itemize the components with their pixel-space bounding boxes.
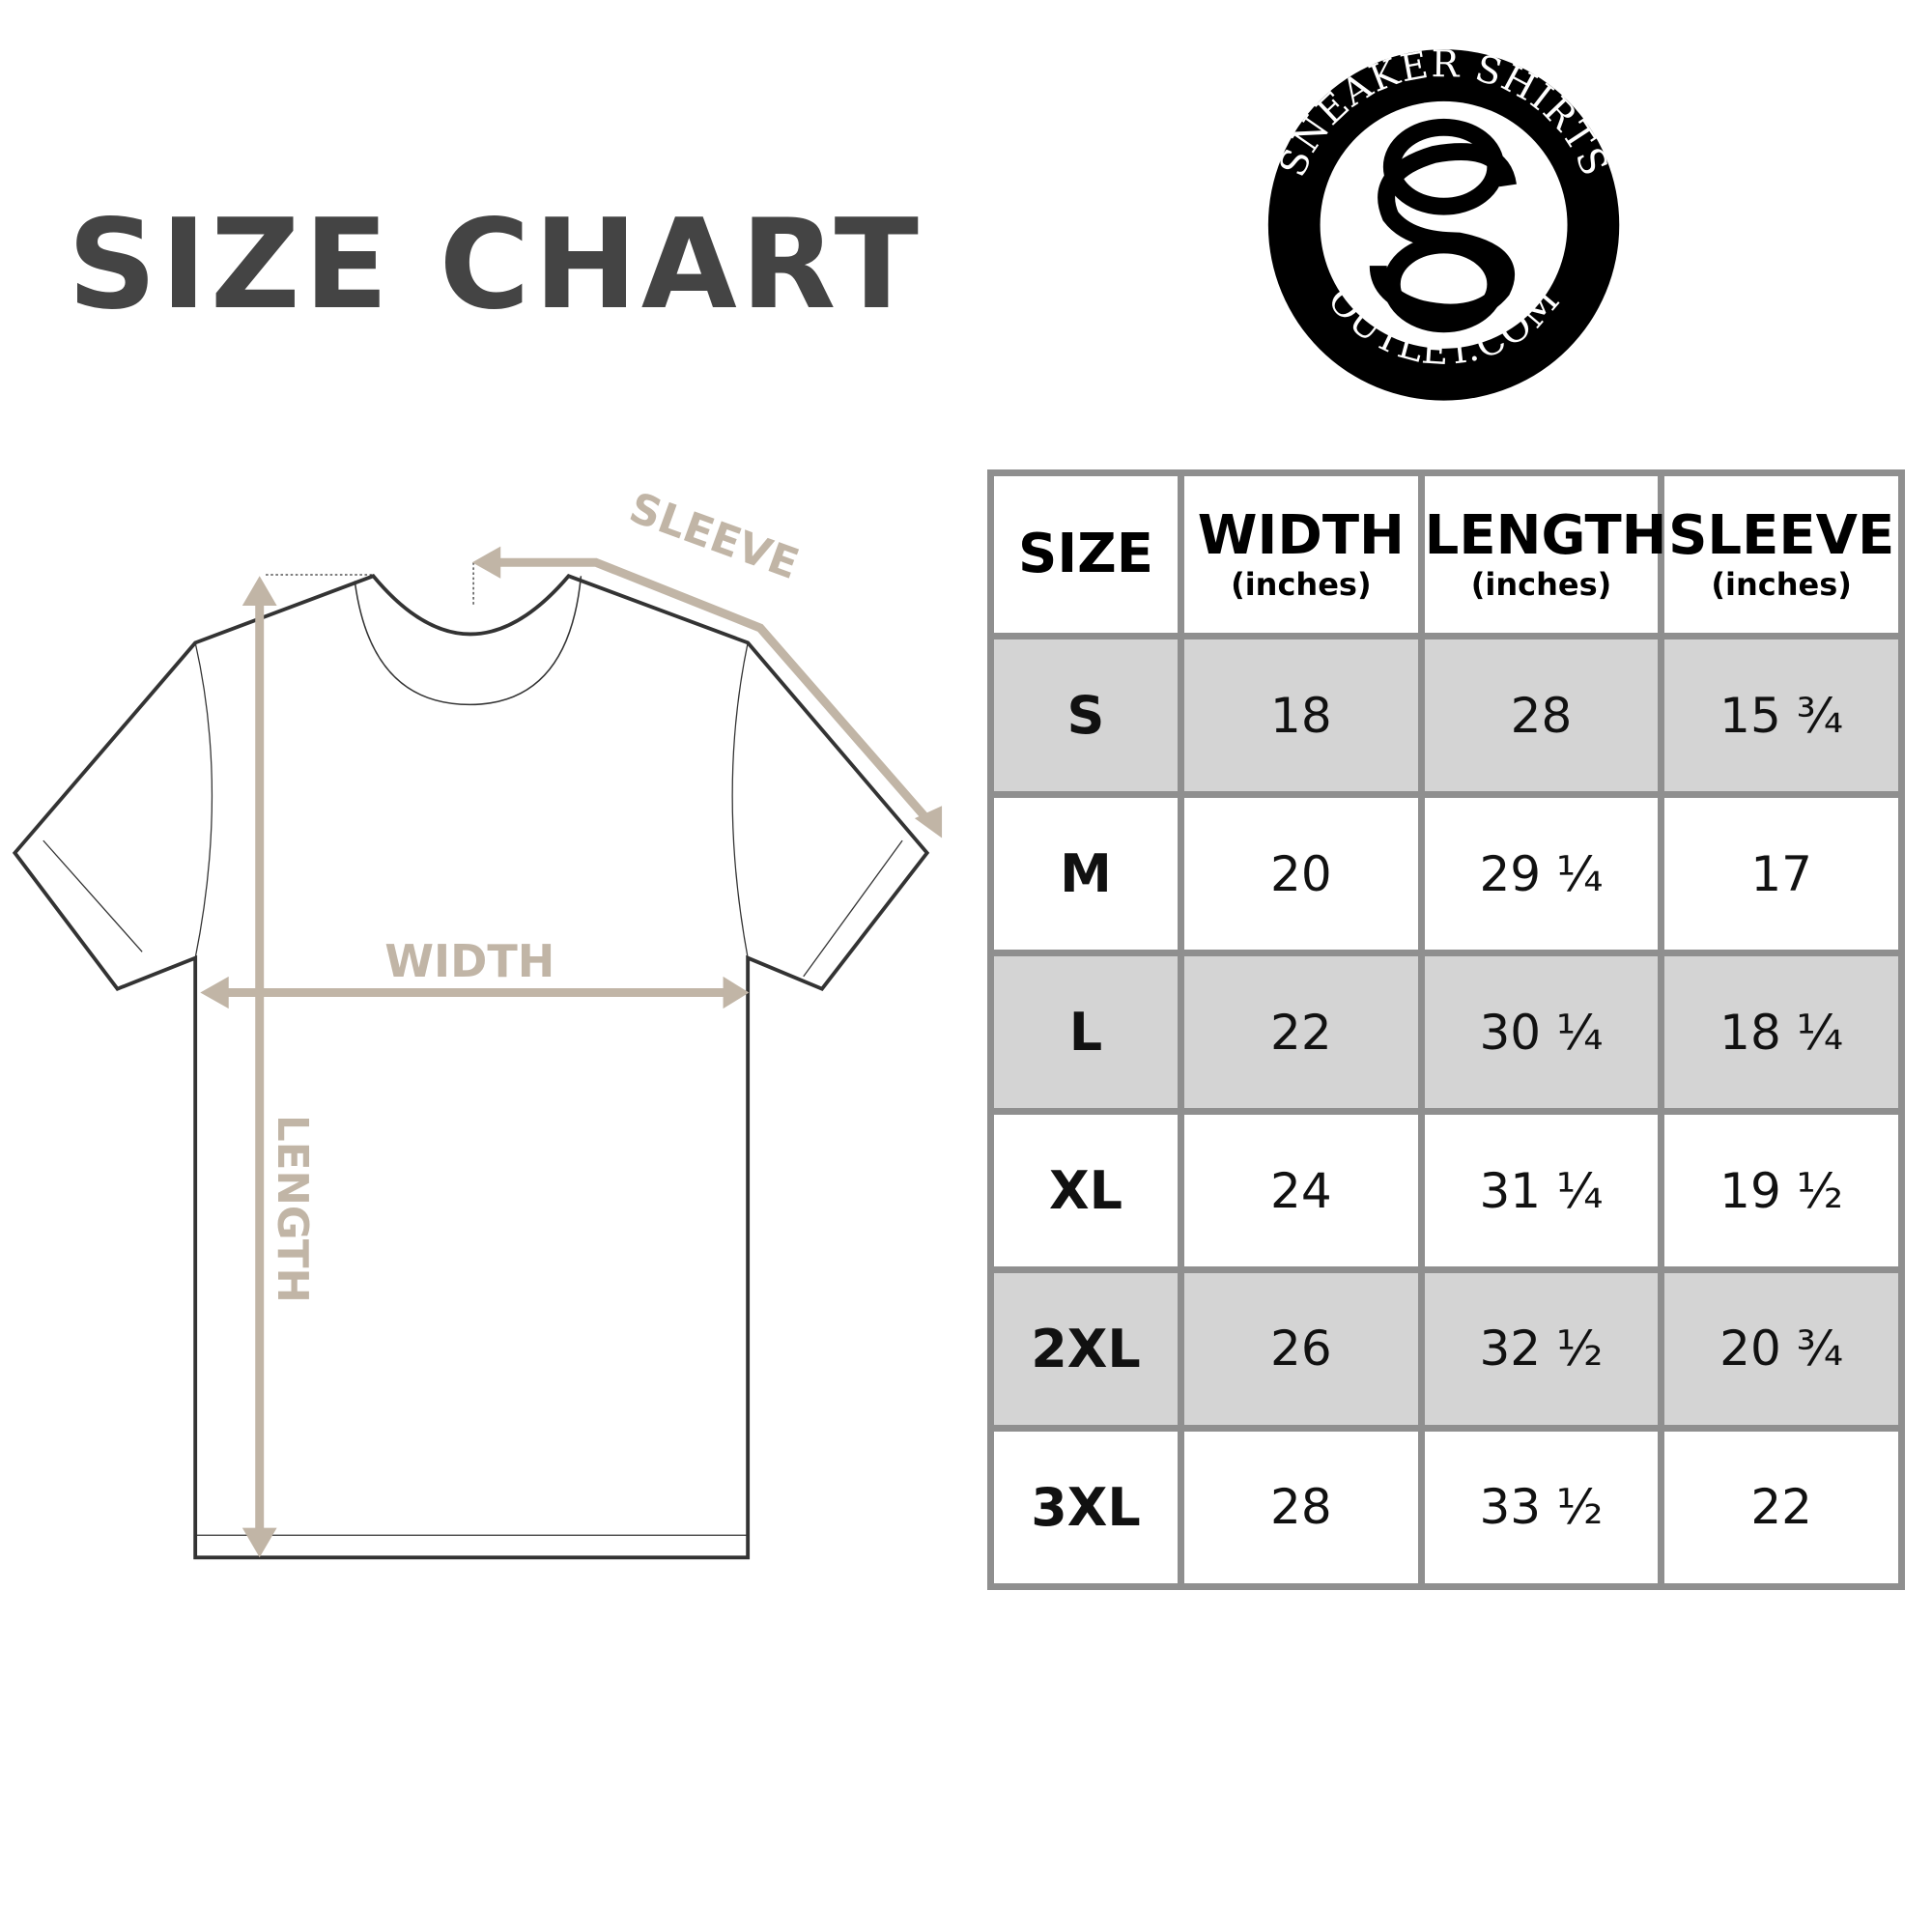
tshirt-outline	[12, 562, 930, 1560]
width-cell: 24	[1178, 1108, 1425, 1273]
page-title: SIZE CHART	[68, 193, 923, 337]
brand-logo: SNEAKER SHIRTS OUTLET.COM	[1267, 43, 1620, 401]
table-row: XL 24 31 ¼ 19 ½	[987, 1108, 1905, 1273]
sleeve-cell: 15 ¾	[1658, 633, 1905, 799]
size-cell: 3XL	[987, 1424, 1184, 1591]
size-cell: XL	[987, 1108, 1184, 1273]
header-length: LENGTH (inches)	[1417, 469, 1667, 640]
width-cell: 20	[1178, 791, 1425, 957]
length-cell: 29 ¼	[1417, 791, 1665, 957]
size-cell: M	[987, 791, 1184, 957]
table-row: 2XL 26 32 ½ 20 ¾	[987, 1266, 1905, 1432]
length-cell: 33 ½	[1417, 1424, 1665, 1591]
size-table: SIZE WIDTH (inches) LENGTH (inches) SLEEVE…	[987, 469, 1905, 1591]
table-row: S 18 28 15 ¾	[987, 633, 1905, 799]
width-cell: 18	[1178, 633, 1425, 799]
header-width: WIDTH (inches)	[1178, 469, 1425, 640]
sleeve-label: SLEEVE	[623, 484, 805, 589]
header-size: SIZE	[987, 469, 1184, 640]
size-cell: 2XL	[987, 1266, 1184, 1432]
sleeve-cell: 18 ¼	[1658, 950, 1905, 1116]
size-cell: S	[987, 633, 1184, 799]
sleeve-cell: 19 ½	[1658, 1108, 1905, 1273]
length-cell: 28	[1417, 633, 1665, 799]
size-cell: L	[987, 950, 1184, 1116]
sleeve-cell: 22	[1658, 1424, 1905, 1591]
table-row: L 22 30 ¼ 18 ¼	[987, 950, 1905, 1116]
width-cell: 26	[1178, 1266, 1425, 1432]
length-cell: 32 ½	[1417, 1266, 1665, 1432]
measurement-arrows	[200, 546, 943, 1558]
width-label: WIDTH	[384, 935, 554, 987]
length-label: LENGTH	[268, 1115, 316, 1303]
sleeve-cell: 17	[1658, 791, 1905, 957]
table-row: 3XL 28 33 ½ 22	[987, 1424, 1905, 1591]
header-sleeve: SLEEVE (inches)	[1658, 469, 1905, 640]
table-row: M 20 29 ¼ 17	[987, 791, 1905, 957]
table-header-row: SIZE WIDTH (inches) LENGTH (inches) SLEEVE…	[987, 469, 1905, 640]
length-cell: 31 ¼	[1417, 1108, 1665, 1273]
length-cell: 30 ¼	[1417, 950, 1665, 1116]
sleeve-cell: 20 ¾	[1658, 1266, 1905, 1432]
width-cell: 28	[1178, 1424, 1425, 1591]
width-cell: 22	[1178, 950, 1425, 1116]
